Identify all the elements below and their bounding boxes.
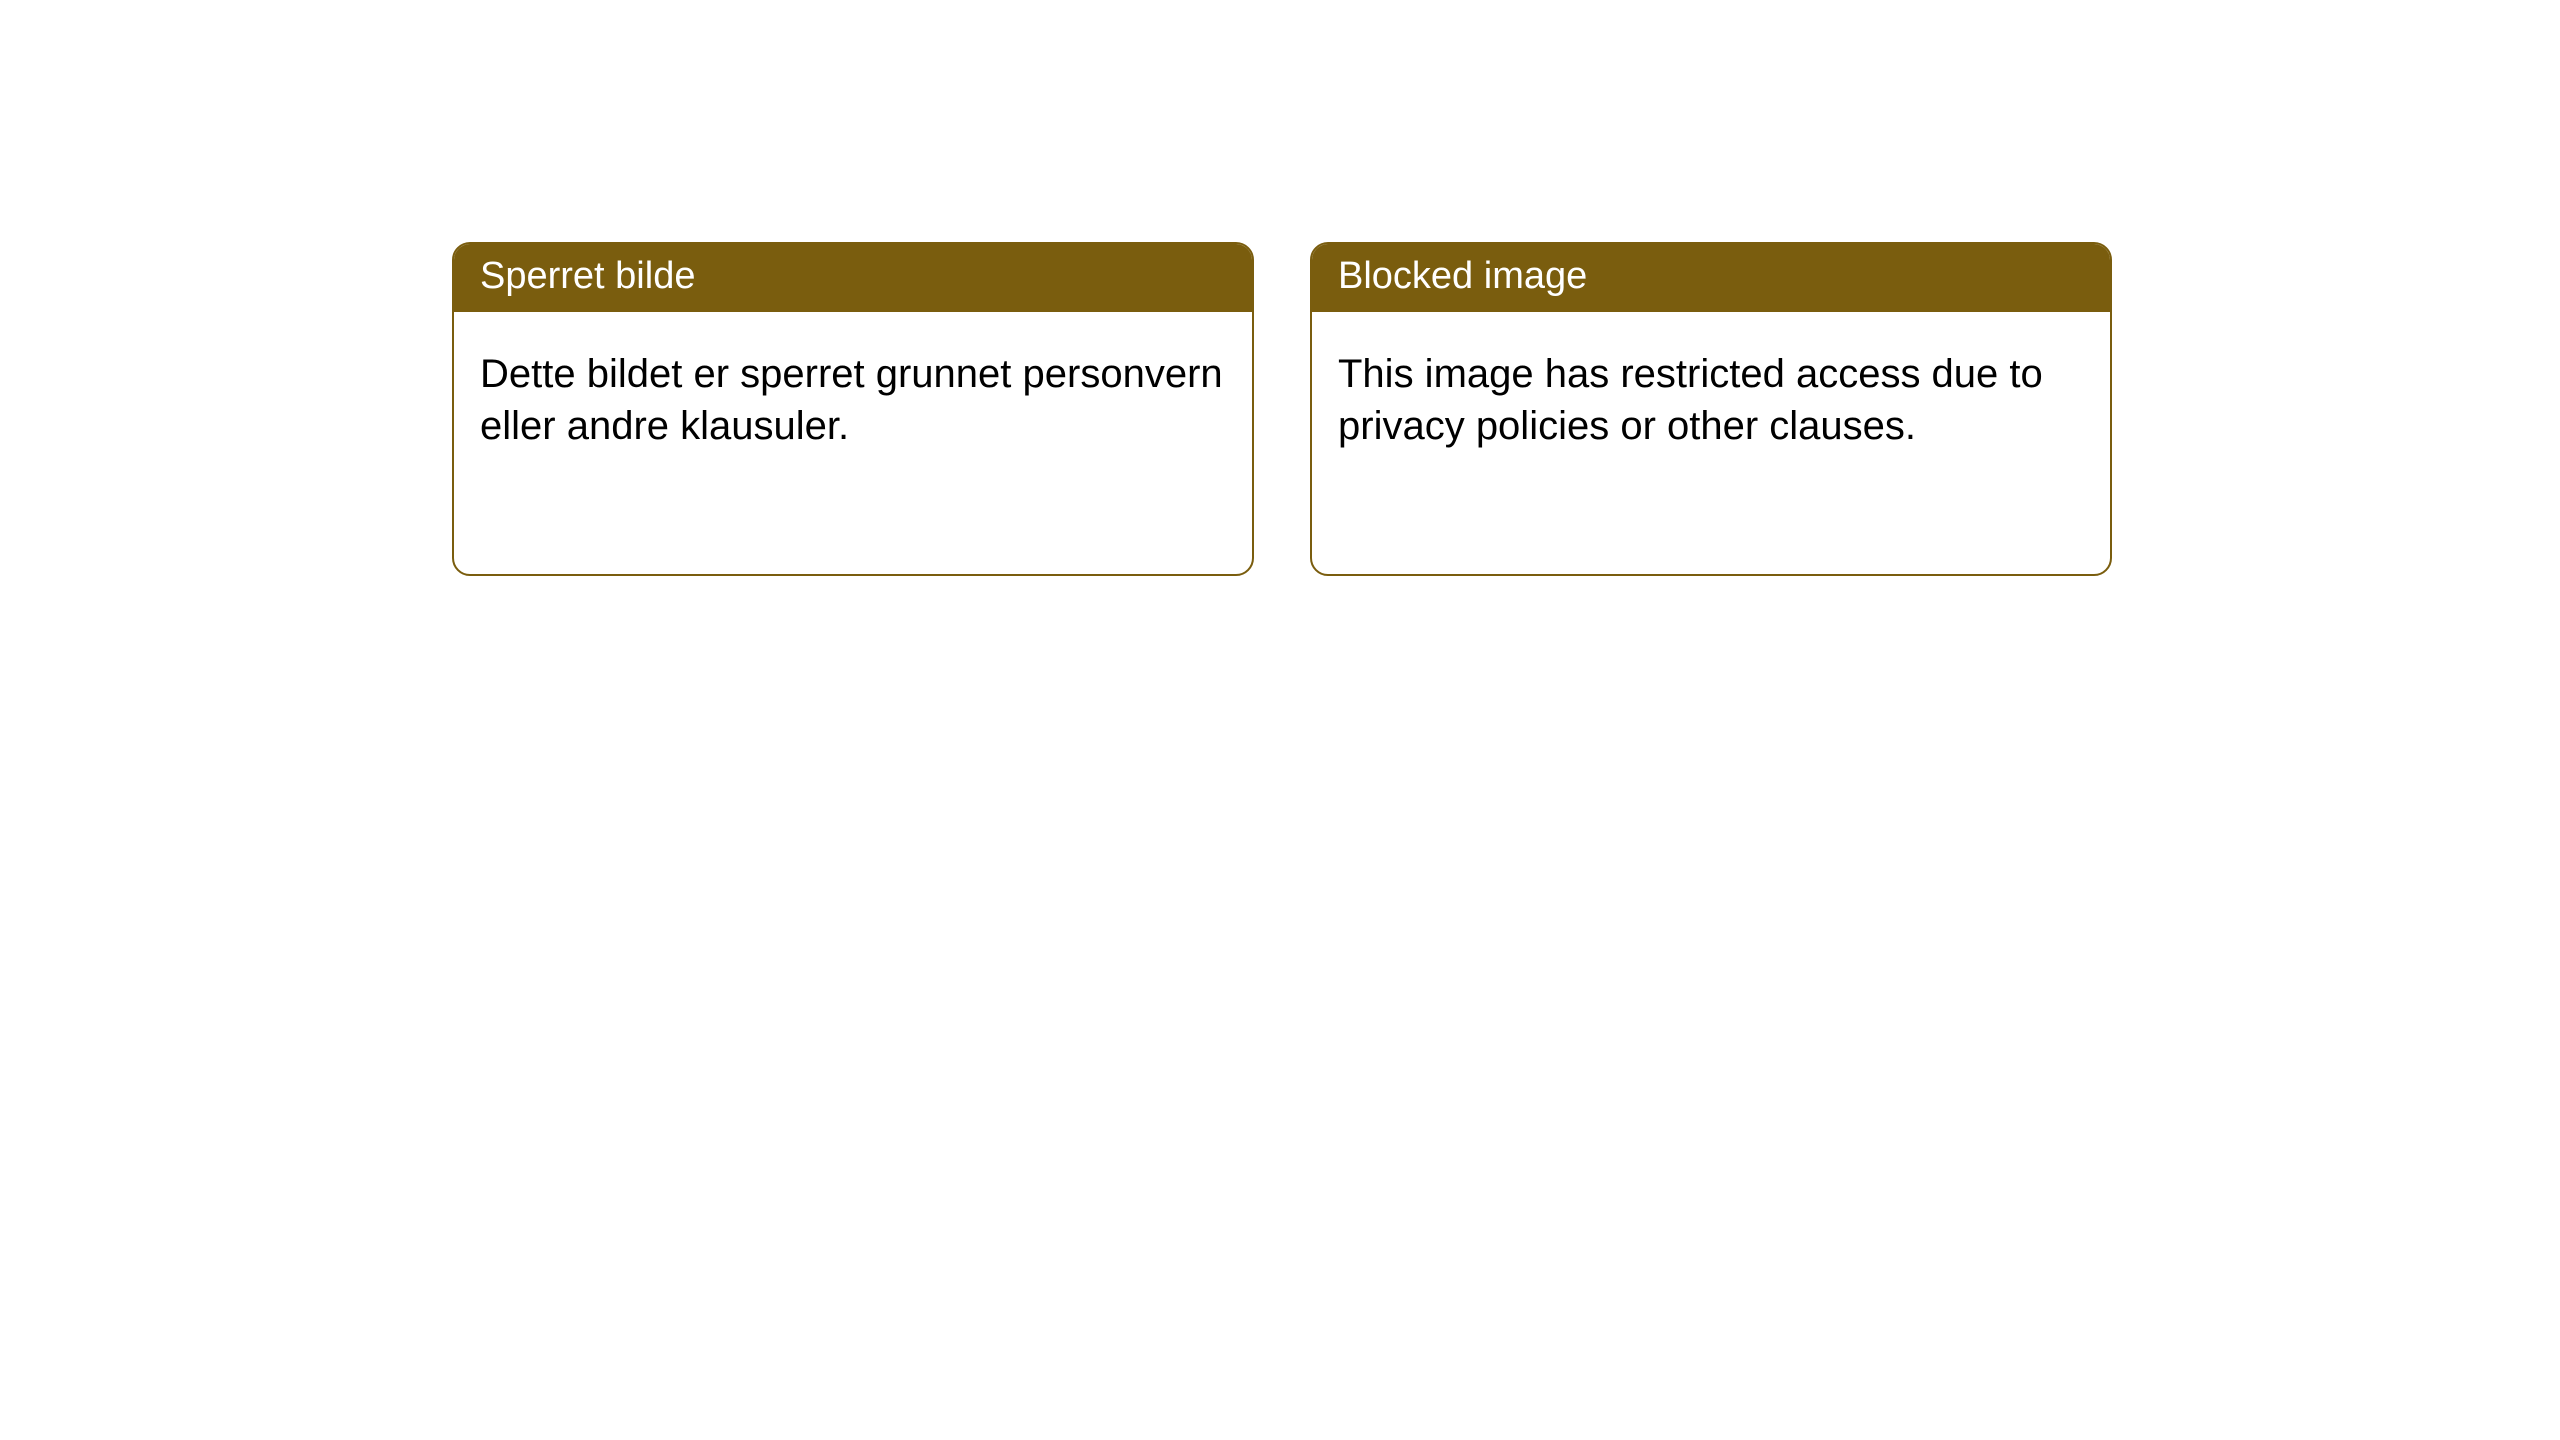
card-title: Sperret bilde bbox=[480, 255, 695, 297]
card-body-text: Dette bildet er sperret grunnet personve… bbox=[480, 352, 1223, 448]
card-body-text: This image has restricted access due to … bbox=[1338, 352, 2043, 448]
card-header: Blocked image bbox=[1312, 244, 2110, 312]
notice-card-norwegian: Sperret bilde Dette bildet er sperret gr… bbox=[452, 242, 1254, 576]
notice-cards-container: Sperret bilde Dette bildet er sperret gr… bbox=[452, 242, 2560, 576]
card-title: Blocked image bbox=[1338, 255, 1587, 297]
notice-card-english: Blocked image This image has restricted … bbox=[1310, 242, 2112, 576]
card-header: Sperret bilde bbox=[454, 244, 1252, 312]
card-body: This image has restricted access due to … bbox=[1312, 312, 2110, 478]
card-body: Dette bildet er sperret grunnet personve… bbox=[454, 312, 1252, 478]
